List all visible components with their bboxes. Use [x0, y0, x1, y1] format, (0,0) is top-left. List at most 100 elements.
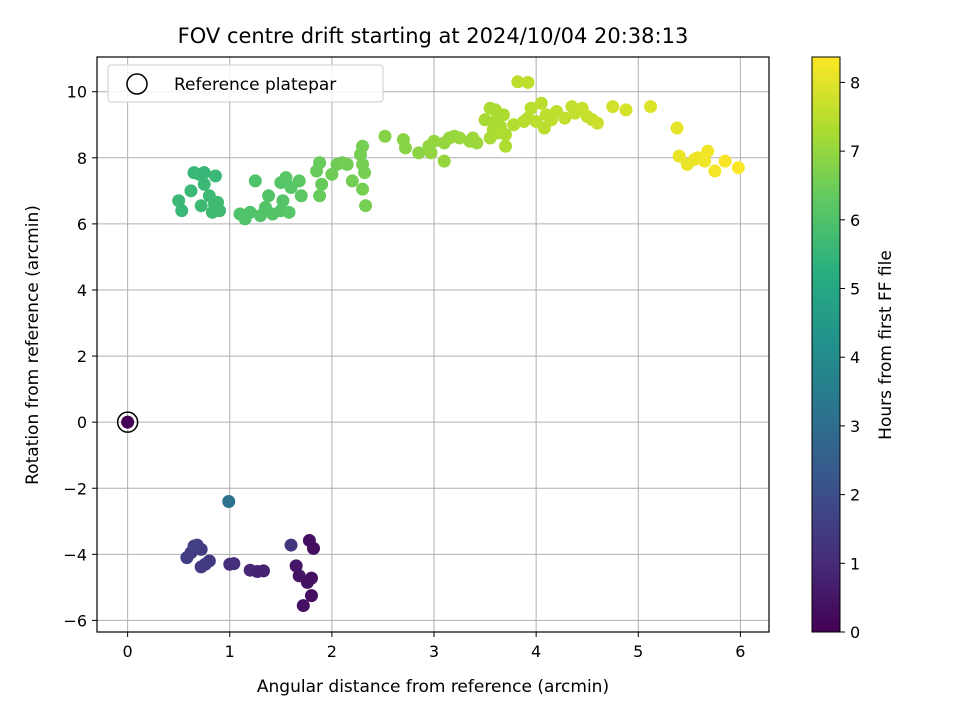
data-point — [197, 166, 211, 180]
plot-frame — [96, 56, 770, 633]
data-point — [243, 205, 257, 219]
colorbar-ticks: 0 1 2 3 4 5 6 7 8 — [840, 73, 860, 642]
x-tick-label: 6 — [735, 642, 745, 661]
data-point — [437, 154, 451, 168]
data-point — [698, 154, 712, 168]
data-point — [175, 204, 189, 218]
data-point — [304, 571, 318, 585]
x-axis-label: Angular distance from reference (arcmin) — [257, 677, 609, 697]
x-tick-label: 4 — [531, 642, 541, 661]
x-tick-label: 3 — [429, 642, 439, 661]
x-tick-label: 2 — [327, 642, 337, 661]
data-point — [708, 164, 722, 178]
data-point — [198, 557, 212, 571]
data-point — [292, 174, 306, 188]
data-point — [184, 184, 198, 198]
data-point — [121, 415, 135, 429]
data-point — [282, 205, 296, 219]
data-point — [470, 136, 484, 150]
legend-box — [107, 64, 384, 103]
data-point — [296, 599, 310, 613]
data-point — [356, 182, 370, 196]
y-tick-label: 8 — [77, 149, 87, 168]
data-point — [345, 174, 359, 188]
y-tick-label: −4 — [63, 545, 87, 564]
data-point — [307, 541, 321, 555]
colorbar-gradient — [811, 56, 841, 633]
y-axis-label: Rotation from reference (arcmin) — [23, 205, 43, 485]
data-point — [672, 149, 686, 163]
data-point — [511, 75, 525, 89]
data-point — [398, 141, 412, 155]
colorbar-tick-label: 8 — [850, 73, 860, 92]
y-tick-label: 0 — [77, 413, 87, 432]
data-point — [227, 557, 241, 571]
grid-lines — [97, 57, 769, 632]
legend: Reference platepar — [107, 64, 384, 103]
colorbar-tick-label: 4 — [850, 348, 860, 367]
data-point — [701, 144, 715, 158]
data-point — [490, 111, 504, 125]
colorbar-tick-label: 6 — [850, 211, 860, 230]
x-axis-ticks: 0 1 2 3 4 5 6 — [123, 632, 745, 661]
x-tick-label: 5 — [633, 642, 643, 661]
data-point — [289, 559, 303, 573]
data-point — [340, 157, 354, 171]
data-point — [279, 171, 293, 185]
data-point — [359, 199, 373, 213]
data-point — [325, 167, 339, 181]
data-point — [378, 129, 392, 143]
data-point — [534, 96, 548, 110]
data-point — [197, 177, 211, 191]
y-axis-ticks: −6 −4 −2 0 2 4 6 8 10 — [63, 83, 97, 630]
colorbar-tick-label: 2 — [850, 486, 860, 505]
data-point — [507, 118, 521, 132]
data-point — [256, 564, 270, 578]
y-tick-label: 4 — [77, 281, 87, 300]
chart-title: FOV centre drift starting at 2024/10/04 … — [178, 24, 689, 48]
data-point — [222, 494, 236, 508]
y-tick-label: −6 — [63, 611, 87, 630]
x-tick-label: 0 — [123, 642, 133, 661]
reference-marker — [116, 411, 139, 433]
data-point — [731, 161, 745, 175]
data-point — [453, 131, 467, 145]
data-point — [499, 139, 513, 153]
data-point — [208, 169, 222, 183]
data-point — [172, 194, 186, 208]
legend-entry: Reference platepar — [174, 75, 336, 95]
data-point — [284, 538, 298, 552]
data-point — [670, 121, 684, 135]
colorbar: 0 1 2 3 4 5 6 7 8 Hours from first FF file — [811, 56, 896, 642]
y-tick-label: 10 — [67, 83, 87, 102]
data-point — [558, 111, 572, 125]
data-point — [248, 174, 262, 188]
y-tick-label: 2 — [77, 347, 87, 366]
data-point — [262, 189, 276, 203]
data-point — [424, 146, 438, 160]
data-point — [590, 116, 604, 130]
data-point — [313, 156, 327, 170]
data-point — [294, 189, 308, 203]
data-point — [606, 100, 620, 114]
data-point — [187, 539, 201, 553]
data-point — [358, 166, 372, 180]
x-tick-label: 1 — [225, 642, 235, 661]
reference-point-circle — [116, 411, 139, 433]
colorbar-tick-label: 1 — [850, 554, 860, 573]
colorbar-tick-label: 3 — [850, 417, 860, 436]
legend-marker — [126, 73, 148, 95]
colorbar-tick-label: 0 — [850, 623, 860, 642]
data-point — [194, 199, 208, 213]
y-tick-label: 6 — [77, 215, 87, 234]
data-point — [427, 134, 441, 148]
data-point — [619, 103, 633, 117]
colorbar-tick-label: 5 — [850, 280, 860, 299]
data-point — [211, 195, 225, 209]
data-point — [718, 154, 732, 168]
colorbar-tick-label: 7 — [850, 142, 860, 161]
data-point — [644, 100, 658, 114]
data-point — [356, 139, 370, 153]
data-point — [313, 189, 327, 203]
